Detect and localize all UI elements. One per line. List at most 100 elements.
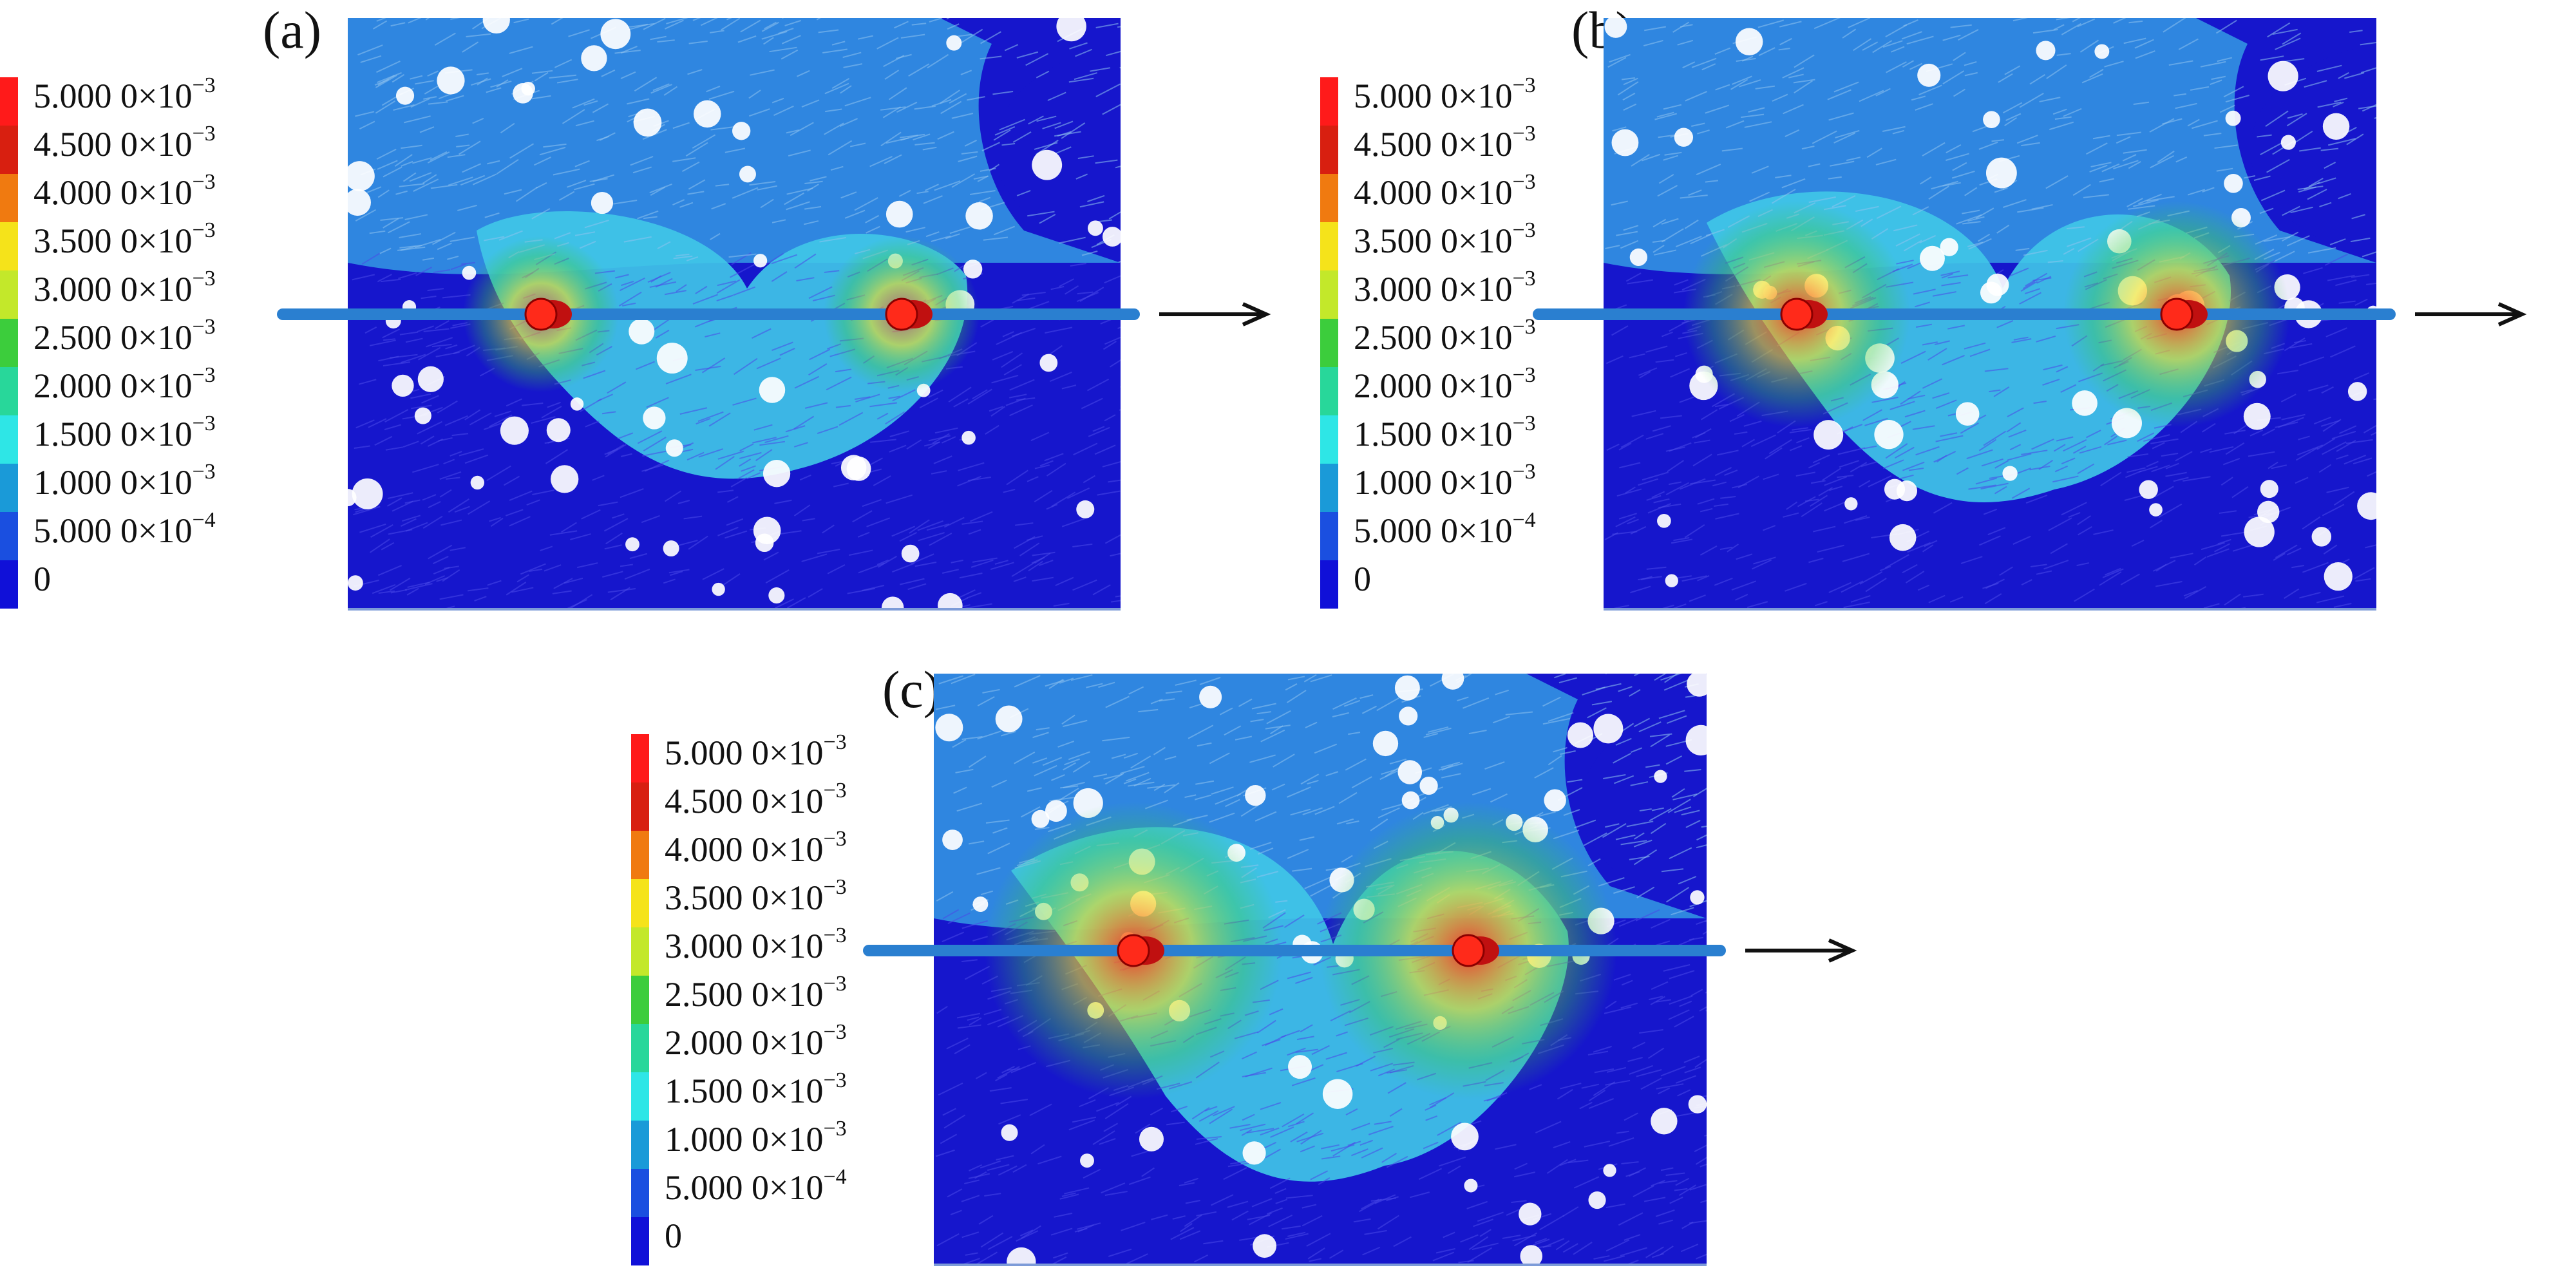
flow-streak xyxy=(1135,1123,1151,1134)
flow-streak xyxy=(1179,1230,1201,1240)
flow-streak xyxy=(605,444,627,458)
flow-streak xyxy=(2298,186,2317,193)
flow-streak xyxy=(1032,576,1054,582)
flow-streak xyxy=(2039,97,2061,102)
flow-streak xyxy=(1057,741,1075,748)
flow-streak xyxy=(1922,341,1938,346)
flow-streak xyxy=(1801,502,1823,518)
flow-streak xyxy=(923,195,943,204)
flow-streak xyxy=(2056,53,2071,56)
flow-streak xyxy=(2203,603,2220,609)
flow-streak xyxy=(1346,820,1359,824)
flow-streak xyxy=(797,70,810,77)
flow-streak xyxy=(2333,101,2344,108)
flow-streak xyxy=(892,562,915,573)
flow-streak xyxy=(1633,717,1651,728)
flow-streak xyxy=(402,441,419,448)
flow-streak xyxy=(818,29,839,33)
flow-streak xyxy=(411,404,432,410)
flow-streak xyxy=(1625,272,1642,282)
flow-streak xyxy=(602,571,623,578)
flow-streak xyxy=(502,68,523,77)
flow-streak xyxy=(1227,1200,1249,1208)
flow-streak xyxy=(1700,1163,1707,1168)
flow-streak xyxy=(2298,356,2325,366)
flow-streak xyxy=(1779,37,1792,46)
flow-streak xyxy=(1611,200,1628,206)
flow-streak xyxy=(1128,781,1155,787)
anchor-head xyxy=(885,298,918,331)
flow-streak xyxy=(574,231,596,236)
particle-void xyxy=(665,439,683,457)
flow-streak xyxy=(1741,113,1765,118)
flow-streak xyxy=(1039,214,1056,224)
flow-streak xyxy=(1054,120,1074,129)
flow-streak xyxy=(439,471,462,480)
flow-streak xyxy=(886,494,913,504)
flow-streak xyxy=(2327,274,2355,281)
flow-streak xyxy=(1663,679,1690,691)
flow-streak xyxy=(1907,542,1931,553)
flow-streak xyxy=(1638,478,1658,486)
flow-streak xyxy=(2273,553,2286,561)
flow-streak xyxy=(927,53,949,69)
flow-streak xyxy=(2046,64,2067,79)
flow-streak xyxy=(2150,438,2179,444)
flow-streak xyxy=(585,420,600,428)
flow-streak xyxy=(1310,883,1335,897)
flow-streak xyxy=(905,227,925,233)
flow-streak xyxy=(614,50,641,54)
flow-streak xyxy=(827,564,846,574)
particle-void xyxy=(348,189,371,216)
flow-streak xyxy=(2077,18,2096,28)
flow-streak xyxy=(1606,443,1620,451)
particle-void xyxy=(694,100,721,128)
flow-streak xyxy=(1441,764,1454,771)
flow-streak xyxy=(1095,83,1121,97)
flow-streak xyxy=(957,475,981,487)
flow-streak xyxy=(445,344,458,350)
flow-streak xyxy=(961,920,988,929)
flow-streak xyxy=(1345,758,1367,771)
legend-swatch xyxy=(0,270,18,319)
flow-streak xyxy=(824,270,840,273)
flow-streak xyxy=(953,786,967,794)
flow-streak xyxy=(1902,60,1914,68)
flow-streak xyxy=(1087,194,1105,202)
flow-streak xyxy=(1128,686,1144,695)
flow-streak xyxy=(2007,453,2032,461)
flow-streak xyxy=(828,140,853,156)
flow-streak xyxy=(885,411,905,425)
flow-streak xyxy=(462,163,481,173)
flow-streak xyxy=(1309,1258,1321,1262)
flow-streak xyxy=(705,332,721,337)
flow-streak xyxy=(1804,498,1819,502)
legend-label: 0 xyxy=(33,560,51,598)
flow-streak xyxy=(807,184,819,192)
flow-streak xyxy=(892,389,916,402)
flow-streak xyxy=(1920,176,1932,185)
flow-streak xyxy=(1506,1208,1522,1216)
flow-streak xyxy=(1602,823,1627,838)
flow-streak xyxy=(1059,677,1074,684)
flow-streak xyxy=(1428,726,1449,733)
flow-streak xyxy=(1616,488,1642,497)
flow-streak xyxy=(2374,117,2376,119)
flow-streak xyxy=(399,244,422,249)
flow-streak xyxy=(1694,439,1710,444)
flow-streak xyxy=(1701,409,1718,421)
flow-streak xyxy=(426,337,453,348)
flow-streak xyxy=(1307,779,1319,785)
flow-streak xyxy=(2193,556,2207,566)
flow-streak xyxy=(1291,1077,1316,1086)
flow-streak xyxy=(1591,701,1613,706)
flow-streak xyxy=(964,1179,980,1184)
flow-streak xyxy=(1172,1215,1186,1220)
flow-streak xyxy=(409,172,432,182)
flow-streak xyxy=(1960,422,1979,434)
flow-streak xyxy=(1184,794,1197,799)
flow-streak xyxy=(978,1215,994,1225)
flow-streak xyxy=(1138,708,1159,713)
flow-streak xyxy=(983,236,1009,241)
flow-streak xyxy=(2243,593,2264,598)
